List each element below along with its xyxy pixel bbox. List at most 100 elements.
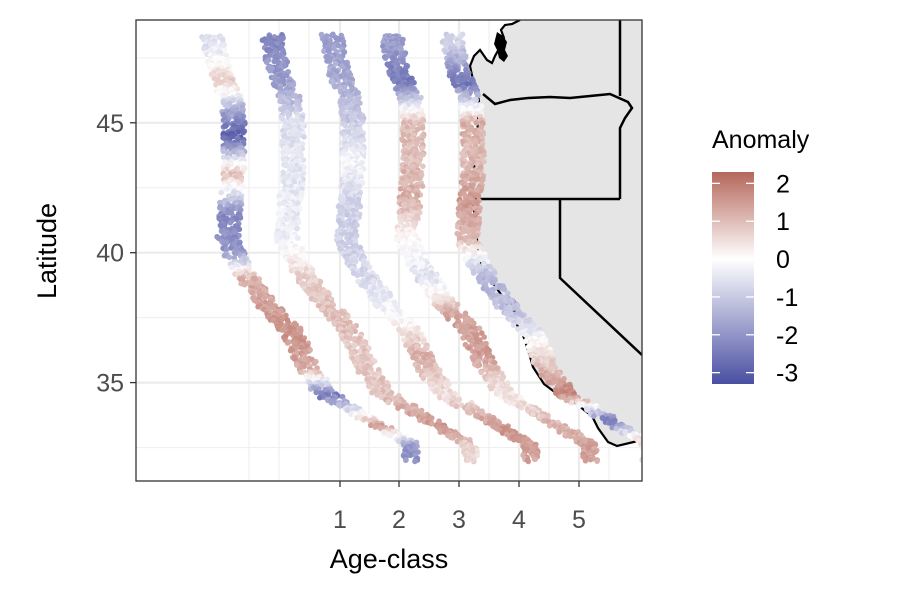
data-point <box>313 389 320 396</box>
data-point <box>332 83 338 90</box>
data-point <box>289 224 296 231</box>
series-age-class-2 <box>259 31 480 465</box>
data-point <box>477 244 483 251</box>
data-point <box>255 304 261 310</box>
data-point <box>221 92 227 98</box>
data-point <box>566 432 572 439</box>
data-point <box>311 360 317 367</box>
data-point <box>374 392 381 398</box>
data-point <box>236 226 243 233</box>
data-point <box>241 165 247 171</box>
data-point <box>312 297 319 303</box>
data-point <box>277 197 283 203</box>
data-point <box>264 39 270 46</box>
data-point <box>546 423 553 429</box>
land-polygon <box>470 20 642 446</box>
data-point <box>224 186 230 192</box>
data-point <box>226 254 233 261</box>
data-point <box>556 429 562 435</box>
data-point <box>488 385 495 392</box>
data-point <box>373 292 379 298</box>
puget-sound <box>494 32 508 62</box>
data-point <box>328 400 335 406</box>
data-point <box>443 380 449 386</box>
data-point <box>279 217 286 224</box>
data-point <box>299 171 306 178</box>
data-point <box>419 145 425 152</box>
data-point <box>454 87 461 94</box>
data-point <box>433 278 440 285</box>
data-point <box>291 340 298 347</box>
data-point <box>277 308 284 315</box>
data-point <box>391 320 397 327</box>
data-point <box>280 250 286 257</box>
data-point <box>271 58 278 65</box>
data-point <box>377 425 384 432</box>
data-point <box>356 368 363 375</box>
data-point <box>455 432 462 439</box>
data-point <box>249 289 255 296</box>
data-point <box>219 55 226 62</box>
data-point <box>294 225 300 232</box>
data-point <box>393 236 400 243</box>
data-point <box>433 388 440 394</box>
data-point <box>282 244 289 251</box>
data-point <box>224 173 230 179</box>
data-point <box>256 292 263 299</box>
data-point <box>284 340 291 346</box>
data-point <box>396 326 402 333</box>
data-point <box>478 369 485 376</box>
data-point <box>401 168 407 175</box>
data-point <box>445 316 451 322</box>
data-point <box>335 402 342 408</box>
data-point <box>266 52 273 59</box>
data-point <box>222 123 229 129</box>
data-point <box>453 403 460 410</box>
data-point <box>465 457 471 463</box>
data-point <box>372 424 379 430</box>
data-point <box>399 330 406 337</box>
data-point <box>289 347 296 353</box>
data-point <box>367 422 374 429</box>
data-point <box>474 91 481 98</box>
data-point <box>276 201 283 207</box>
data-point <box>288 263 294 270</box>
data-point <box>382 55 389 61</box>
data-point <box>228 245 234 251</box>
data-point <box>231 254 238 261</box>
data-point <box>296 166 303 172</box>
data-point <box>226 100 233 107</box>
data-point <box>323 311 330 318</box>
data-point <box>224 57 231 63</box>
data-point <box>207 42 214 48</box>
data-point <box>594 458 600 464</box>
data-point <box>387 432 394 439</box>
data-point <box>515 403 521 409</box>
data-point <box>419 125 426 131</box>
data-point <box>237 207 244 213</box>
data-point <box>223 246 230 253</box>
data-point <box>232 154 238 161</box>
data-point <box>281 162 287 168</box>
data-point <box>225 210 232 216</box>
data-point <box>241 281 248 288</box>
data-point <box>281 63 288 69</box>
data-point <box>277 212 284 219</box>
data-point <box>290 234 297 241</box>
data-point <box>297 106 303 112</box>
data-point <box>428 420 435 427</box>
data-point <box>294 362 300 368</box>
data-point <box>298 189 305 196</box>
data-point <box>415 364 422 371</box>
border-wa-or <box>482 92 634 199</box>
data-point <box>279 327 285 333</box>
data-point <box>385 399 392 405</box>
data-point <box>215 90 221 97</box>
data-point <box>201 37 207 43</box>
data-point <box>274 238 280 245</box>
border-ca-nv <box>558 199 642 356</box>
data-point <box>419 183 426 189</box>
data-point <box>582 458 589 464</box>
data-point <box>405 261 411 267</box>
